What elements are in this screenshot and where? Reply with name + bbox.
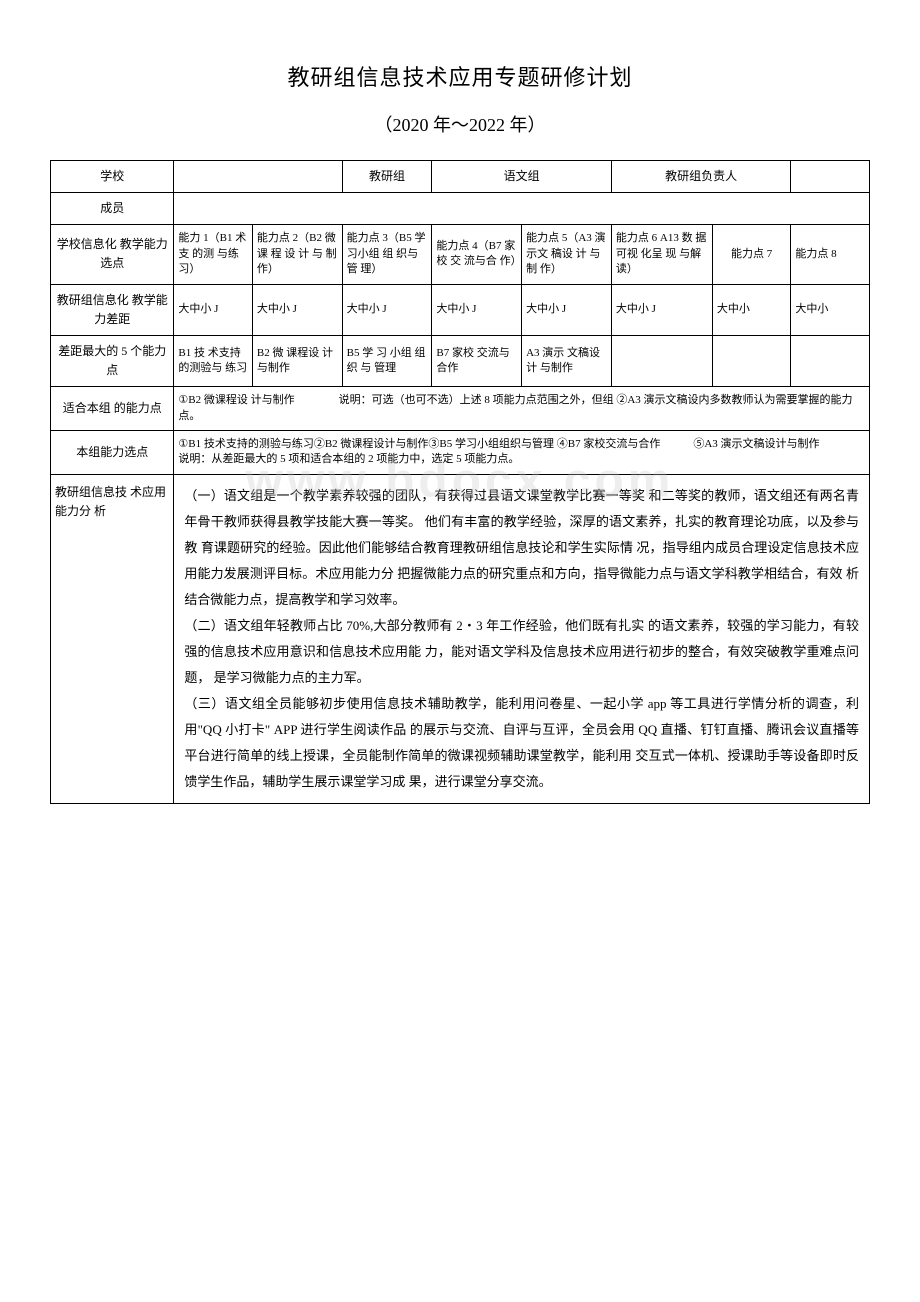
cell-cap1: 能力 1（B1 术支 的测 与练 习） bbox=[174, 225, 253, 284]
table-row: 学校信息化 教学能力选点 能力 1（B1 术支 的测 与练 习） 能力点 2（B… bbox=[51, 225, 870, 284]
cell-cap3: 能力点 3（B5 学 习小组 组 织与 管 理） bbox=[342, 225, 432, 284]
cell-top5-6 bbox=[611, 335, 712, 386]
cell-cap5: 能力点 5（A3 演 示文 稿设 计 与制 作） bbox=[522, 225, 612, 284]
cell-gap2: 大中小 J bbox=[252, 284, 342, 335]
table-row: 适合本组 的能力点 ①B2 微课程设 计与制作 说明：可选（也可不选）上述 8 … bbox=[51, 387, 870, 431]
cell-top5-7 bbox=[712, 335, 791, 386]
table-row: 教研组信息技 术应用能力分 析 （一）语文组是一个教学素养较强的团队，有获得过县… bbox=[51, 474, 870, 803]
table-row: 教研组信息化 教学能力差距 大中小 J 大中小 J 大中小 J 大中小 J 大中… bbox=[51, 284, 870, 335]
label-top5: 差距最大的 5 个能力点 bbox=[51, 335, 174, 386]
cell-gap5: 大中小 J bbox=[522, 284, 612, 335]
label-school: 学校 bbox=[51, 160, 174, 192]
cell-gap1: 大中小 J bbox=[174, 284, 253, 335]
cell-analysis-text: （一）语文组是一个教学素养较强的团队，有获得过县语文课堂教学比赛一等奖 和二等奖… bbox=[174, 474, 870, 803]
content-wrapper: www.bdocx.com 学校 教研组 语文组 教研组负责人 成员 bbox=[50, 160, 870, 804]
cell-cap2: 能力点 2（B2 微课 程 设 计 与 制 作） bbox=[252, 225, 342, 284]
cell-cap7: 能力点 7 bbox=[712, 225, 791, 284]
cell-cap6: 能力点 6 A13 数 据 可视 化呈 现 与解 读） bbox=[611, 225, 712, 284]
table-row: 学校 教研组 语文组 教研组负责人 bbox=[51, 160, 870, 192]
label-members: 成员 bbox=[51, 193, 174, 225]
label-leader: 教研组负责人 bbox=[611, 160, 791, 192]
label-selected: 本组能力选点 bbox=[51, 431, 174, 475]
cell-top5-3: B5 学 习 小组 组织 与 管理 bbox=[342, 335, 432, 386]
cell-top5-2: B2 微 课程设 计与制作 bbox=[252, 335, 342, 386]
label-suitable: 适合本组 的能力点 bbox=[51, 387, 174, 431]
cell-selected-text: ①B1 技术支持的测验与练习②B2 微课程设计与制作③B5 学习小组组织与管理 … bbox=[174, 431, 870, 475]
table-row: 差距最大的 5 个能力点 B1 技 术支持 的测验与 练习 B2 微 课程设 计… bbox=[51, 335, 870, 386]
cell-leader-val bbox=[791, 160, 870, 192]
page-subtitle: （2020 年～2022 年） bbox=[50, 111, 870, 140]
page-title: 教研组信息技术应用专题研修计划 bbox=[50, 60, 870, 95]
cell-gap7: 大中小 bbox=[712, 284, 791, 335]
label-analysis: 教研组信息技 术应用能力分 析 bbox=[51, 474, 174, 803]
label-gap: 教研组信息化 教学能力差距 bbox=[51, 284, 174, 335]
cell-gap8: 大中小 bbox=[791, 284, 870, 335]
label-group: 教研组 bbox=[342, 160, 432, 192]
table-row: 成员 bbox=[51, 193, 870, 225]
cell-top5-4: B7 家校 交流与 合作 bbox=[432, 335, 522, 386]
cell-members-val bbox=[174, 193, 870, 225]
cell-school-val bbox=[174, 160, 342, 192]
cell-gap4: 大中小 J bbox=[432, 284, 522, 335]
cell-gap6: 大中小 J bbox=[611, 284, 712, 335]
cell-top5-8 bbox=[791, 335, 870, 386]
cell-top5-5: A3 演示 文稿设计 与制作 bbox=[522, 335, 612, 386]
table-row: 本组能力选点 ①B1 技术支持的测验与练习②B2 微课程设计与制作③B5 学习小… bbox=[51, 431, 870, 475]
cell-suitable-text: ①B2 微课程设 计与制作 说明：可选（也可不选）上述 8 项能力点范围之外，但… bbox=[174, 387, 870, 431]
cell-gap3: 大中小 J bbox=[342, 284, 432, 335]
cell-top5-1: B1 技 术支持 的测验与 练习 bbox=[174, 335, 253, 386]
cell-cap8: 能力点 8 bbox=[791, 225, 870, 284]
plan-table: 学校 教研组 语文组 教研组负责人 成员 学校信息化 教学能力选点 能力 1（B… bbox=[50, 160, 870, 804]
cell-group-val: 语文组 bbox=[432, 160, 612, 192]
cell-cap4: 能力点 4（B7 家校 交 流与合 作） bbox=[432, 225, 522, 284]
label-ability-points: 学校信息化 教学能力选点 bbox=[51, 225, 174, 284]
